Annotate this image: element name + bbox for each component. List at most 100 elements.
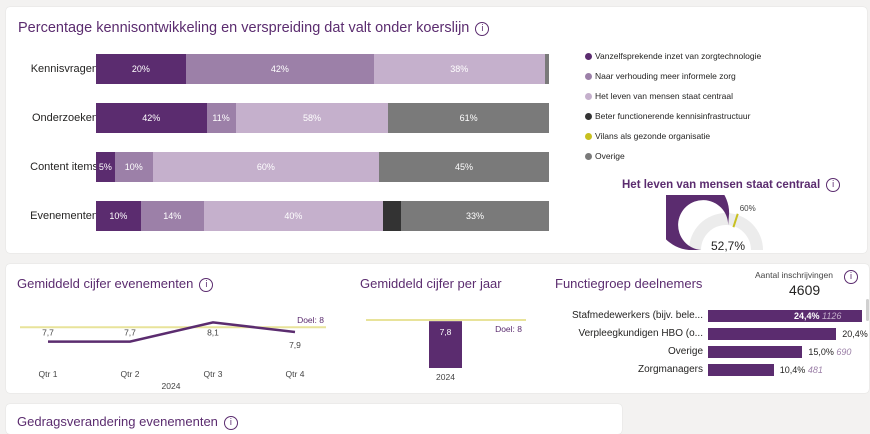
kpi-value: 4609 [789, 282, 821, 298]
top-card-title: Percentage kennisontwikkeling en verspre… [18, 20, 490, 36]
gauge-fill[interactable] [666, 195, 730, 250]
legend-label: Naar verhouding meer informele zorg [595, 71, 736, 81]
gauge-value-label: 52,7% [711, 239, 745, 253]
data-label: 8,1 [207, 327, 219, 337]
info-icon[interactable]: i [844, 270, 858, 284]
bar-segment[interactable]: 40% [203, 201, 384, 231]
count-label: 1126 [819, 311, 842, 321]
bar-segment[interactable]: 11% [206, 103, 236, 133]
legend-dot-icon [585, 152, 592, 160]
bottom-card-title: Gedragsverandering evenementen i [17, 414, 238, 430]
legend-label: Overige [595, 151, 625, 161]
top-card-title-text: Percentage kennisontwikkeling en verspre… [18, 20, 470, 36]
legend-item[interactable]: Het leven van mensen staat centraal [585, 91, 733, 101]
legend-dot-icon [585, 72, 592, 80]
percent-label: 20,4% [842, 329, 868, 339]
category-label: Kennisvragen [30, 63, 98, 75]
bar[interactable] [708, 310, 862, 322]
bottom-title-text: Gedragsverandering evenementen [17, 414, 218, 429]
x-tick-label: 2024 [436, 372, 455, 382]
x-tick-label: Qtr 4 [286, 369, 305, 379]
bar-segment[interactable]: 14% [140, 201, 204, 231]
legend-item[interactable]: Overige [585, 151, 625, 161]
bar-segment[interactable]: 10% [96, 201, 141, 231]
legend-dot-icon [585, 132, 592, 140]
data-label: 15,0% 690 [808, 347, 851, 357]
goal-label: Doel: 8 [297, 315, 324, 325]
x-group-label: 2024 [162, 381, 181, 390]
legend-label: Vanzelfsprekende inzet van zorgtechnolog… [595, 51, 762, 61]
bar-segment[interactable]: 42% [185, 54, 375, 84]
kpi-label: Aantal inschrijvingen [755, 270, 833, 280]
legend-dot-icon [585, 92, 592, 100]
bar-segment[interactable]: 5% [96, 152, 115, 182]
goal-label: Doel: 8 [495, 324, 522, 334]
legend-label: Beter functionerende kennisinfrastructuu… [595, 111, 751, 121]
info-icon[interactable]: i [826, 178, 841, 192]
bar-segment[interactable]: 38% [374, 54, 545, 84]
year-bar-chart: Doel: 8 7,8 2024 [366, 319, 526, 382]
percent-label: 10,4% [779, 365, 806, 375]
function-title-text: Functiegroep deelnemers [555, 276, 703, 291]
bar[interactable] [708, 364, 774, 376]
category-label: Stafmedewerkers (bijv. bele... [572, 310, 703, 321]
x-tick-label: Qtr 1 [39, 369, 58, 379]
data-label: 24,4% 1126 [794, 311, 841, 321]
category-label: Overige [667, 346, 703, 357]
category-label: Onderzoeken [31, 112, 98, 124]
line-card-title: Gemiddeld cijfer evenementen i [17, 276, 214, 292]
bar-segment[interactable]: 58% [235, 103, 389, 133]
gauge-target-label: 60% [740, 204, 756, 213]
legend-item[interactable]: Vilans als gezonde organisatie [585, 131, 710, 141]
gauge-chart: 60% 52,7% [666, 195, 763, 253]
count-label: 481 [805, 365, 823, 375]
data-label: 7,8 [440, 327, 452, 337]
bar[interactable] [429, 321, 462, 368]
bar[interactable] [708, 328, 837, 340]
legend-label: Het leven van mensen staat centraal [595, 91, 733, 101]
function-card-title: Functiegroep deelnemers [555, 276, 702, 291]
bottom-card: Gedragsverandering evenementen i [6, 404, 622, 434]
legend-item[interactable]: Naar verhouding meer informele zorg [585, 71, 736, 81]
category-label: Zorgmanagers [637, 364, 703, 375]
bar-segment[interactable]: 60% [152, 152, 380, 182]
top-card: Percentage kennisontwikkeling en verspre… [6, 7, 867, 253]
legend-item[interactable]: Vanzelfsprekende inzet van zorgtechnolog… [585, 51, 761, 61]
data-label: 10,4% 481 [780, 365, 823, 375]
percent-label: 24,4% [794, 311, 820, 321]
category-label: Content items [30, 161, 98, 173]
info-icon[interactable]: i [199, 278, 214, 292]
year-card-title: Gemiddeld cijfer per jaar [360, 276, 502, 291]
legend-dot-icon [585, 52, 592, 60]
data-label: 20,4% 938 [842, 329, 870, 339]
line-chart: Doel: 8 7,7 Qtr 1 7,7 Qtr 2 8,1 Qtr 3 7,9 Qtr 4 2… [20, 315, 326, 390]
data-label: 7,7 [124, 328, 136, 338]
bar-segment[interactable]: 61% [388, 103, 549, 133]
count-label: 690 [833, 347, 852, 357]
gauge-title-text: Het leven van mensen staat centraal [622, 179, 821, 191]
legend-dot-icon [585, 112, 592, 120]
bar-segment[interactable] [383, 201, 401, 231]
bar-segment[interactable] [544, 54, 549, 84]
gauge-track [689, 213, 763, 250]
bar-segment[interactable]: 20% [96, 54, 186, 84]
year-title-text: Gemiddeld cijfer per jaar [360, 276, 502, 291]
gauge-title: Het leven van mensen staat centraal i [622, 178, 841, 192]
bar[interactable] [708, 346, 803, 358]
bar-segment[interactable]: 33% [400, 201, 549, 231]
gauge-target-marker [732, 213, 739, 228]
percent-label: 15,0% [808, 347, 834, 357]
category-label: Evenementen [30, 210, 98, 222]
bar-segment[interactable]: 10% [114, 152, 153, 182]
legend-item[interactable]: Beter functionerende kennisinfrastructuu… [585, 111, 750, 121]
data-label: 7,7 [42, 328, 54, 338]
info-icon[interactable]: i [475, 22, 490, 36]
bar-segment[interactable]: 45% [379, 152, 549, 182]
line-series[interactable] [48, 321, 296, 343]
x-tick-label: Qtr 3 [204, 369, 223, 379]
x-tick-label: Qtr 2 [121, 369, 140, 379]
scrollbar[interactable] [866, 299, 869, 321]
line-title-text: Gemiddeld cijfer evenementen [17, 276, 194, 291]
bar-segment[interactable]: 42% [96, 103, 207, 133]
info-icon[interactable]: i [223, 416, 238, 430]
